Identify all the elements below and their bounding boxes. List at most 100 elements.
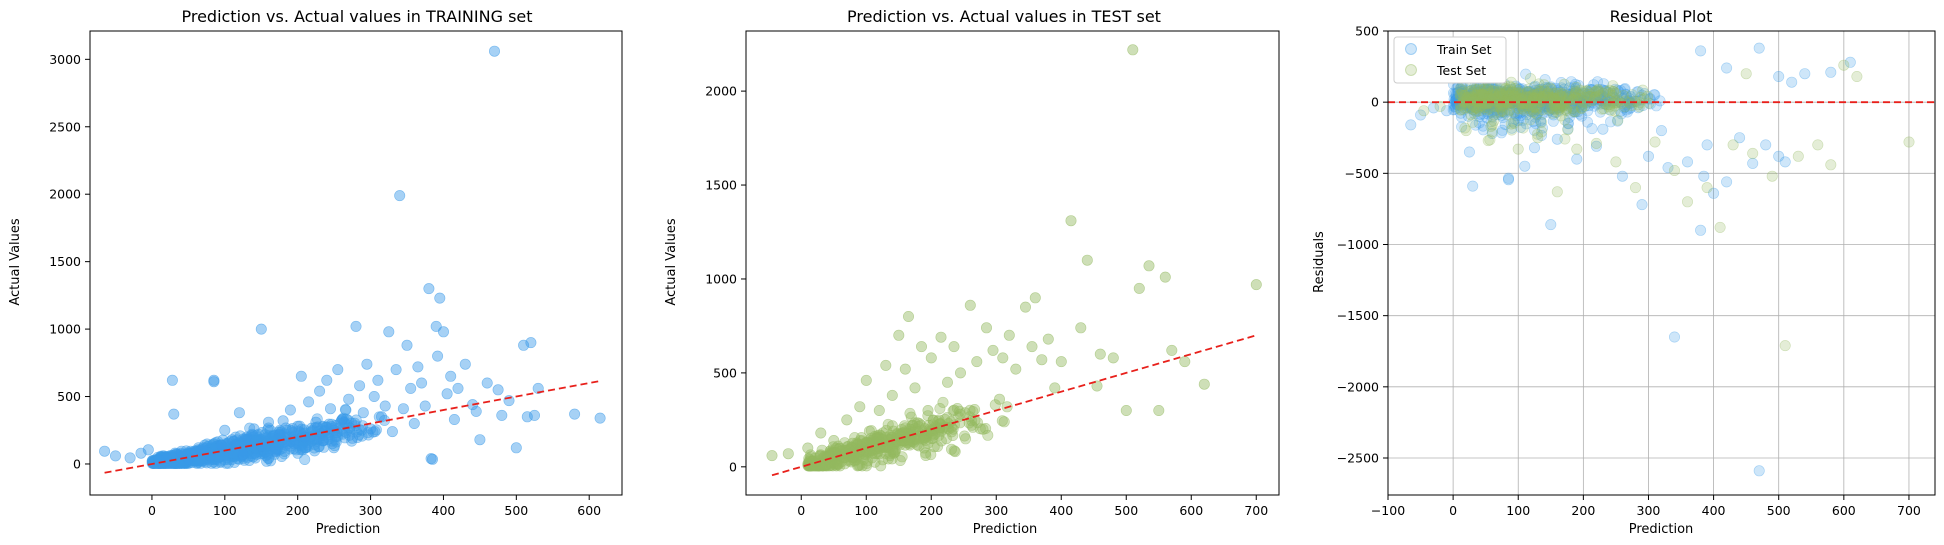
data-point — [219, 424, 231, 436]
data-point — [215, 439, 227, 451]
data-point — [1747, 147, 1759, 159]
data-point — [1532, 132, 1544, 144]
y-axis-label: Actual Values — [8, 218, 23, 306]
x-tick-label: 400 — [432, 503, 456, 518]
data-point — [488, 45, 500, 57]
data-point — [977, 423, 989, 435]
y-axis-label: Actual Values — [664, 218, 679, 306]
legend-marker-test — [1405, 64, 1417, 76]
data-point — [980, 322, 992, 334]
data-point — [1682, 156, 1694, 168]
data-point — [1760, 139, 1772, 151]
x-tick-label: 600 — [1832, 503, 1856, 518]
data-point — [1559, 133, 1571, 145]
data-point — [277, 415, 289, 427]
y-tick-label: 3000 — [49, 52, 81, 67]
data-point — [594, 412, 606, 424]
data-point — [766, 450, 778, 462]
data-point — [1643, 150, 1655, 162]
data-point — [401, 339, 413, 351]
data-point — [960, 433, 972, 445]
data-point — [299, 453, 311, 465]
data-point — [1701, 182, 1713, 194]
x-tick-label: 0 — [148, 503, 156, 518]
data-point — [1825, 66, 1837, 78]
y-tick-label: 0 — [729, 459, 737, 474]
data-point — [434, 292, 446, 304]
data-point — [1405, 119, 1417, 131]
data-point — [1851, 71, 1863, 83]
data-point — [448, 413, 460, 425]
data-point — [1065, 215, 1077, 227]
data-point — [1773, 71, 1785, 83]
x-axis-label: Prediction — [316, 522, 381, 537]
data-point — [350, 414, 362, 426]
data-point — [330, 436, 342, 448]
data-point — [1779, 340, 1791, 352]
data-point — [324, 403, 336, 415]
data-point — [259, 429, 271, 441]
x-tick-label: 600 — [577, 503, 601, 518]
data-point — [937, 396, 949, 408]
y-axis-ticks: 500 0 −500 −1000 −1500 −2000 −2500 — [1337, 24, 1388, 465]
data-point — [379, 400, 391, 412]
data-point — [372, 374, 384, 386]
data-point — [1026, 341, 1038, 353]
data-point — [909, 382, 921, 394]
data-point — [1598, 103, 1610, 115]
data-point — [237, 448, 249, 460]
data-point — [904, 407, 916, 419]
data-point — [1740, 68, 1752, 80]
data-point — [874, 436, 886, 448]
data-point — [346, 432, 358, 444]
data-point — [841, 414, 853, 426]
data-point — [1503, 174, 1515, 186]
data-point — [1649, 136, 1661, 148]
data-point — [1656, 125, 1668, 137]
data-point — [964, 299, 976, 311]
data-point — [844, 449, 856, 461]
data-point — [1597, 123, 1609, 135]
panel-residual: Residual Plot −100 0 100 200 300 400 500 600 700… — [1312, 7, 1936, 537]
x-axis-ticks: 0 100 200 300 400 500 600 — [148, 495, 601, 518]
data-point — [426, 453, 438, 465]
y-tick-label: 0 — [1371, 95, 1379, 110]
y-tick-label: 2500 — [49, 119, 81, 134]
data-point — [528, 409, 540, 421]
data-point — [1792, 150, 1804, 162]
x-tick-label: 100 — [213, 503, 237, 518]
x-axis-ticks: 0 100 200 300 400 500 600 700 — [797, 495, 1268, 518]
data-point — [1505, 76, 1517, 88]
data-point — [860, 374, 872, 386]
data-point — [569, 408, 581, 420]
data-point — [1494, 88, 1506, 100]
data-point — [1523, 83, 1535, 95]
data-point — [99, 445, 111, 457]
data-point — [310, 416, 322, 428]
data-point — [1127, 44, 1139, 56]
data-point — [321, 374, 333, 386]
data-point — [452, 382, 464, 394]
data-point — [441, 388, 453, 400]
data-point — [1036, 354, 1048, 366]
data-point — [273, 428, 285, 440]
data-point — [1481, 104, 1493, 116]
x-tick-label: 200 — [286, 503, 310, 518]
data-point — [1634, 92, 1646, 104]
data-point — [295, 370, 307, 382]
data-point — [925, 432, 937, 444]
data-point — [1042, 333, 1054, 345]
data-point — [263, 452, 275, 464]
data-point — [249, 452, 261, 464]
data-point — [1701, 139, 1713, 151]
data-point — [993, 393, 1005, 405]
data-point — [915, 341, 927, 353]
data-point — [1610, 156, 1622, 168]
x-tick-label: 200 — [1571, 503, 1595, 518]
y-axis-label: Residuals — [1312, 231, 1327, 293]
data-point — [1551, 186, 1563, 198]
data-point — [1055, 356, 1067, 368]
data-point — [481, 377, 493, 389]
data-point — [288, 438, 300, 450]
